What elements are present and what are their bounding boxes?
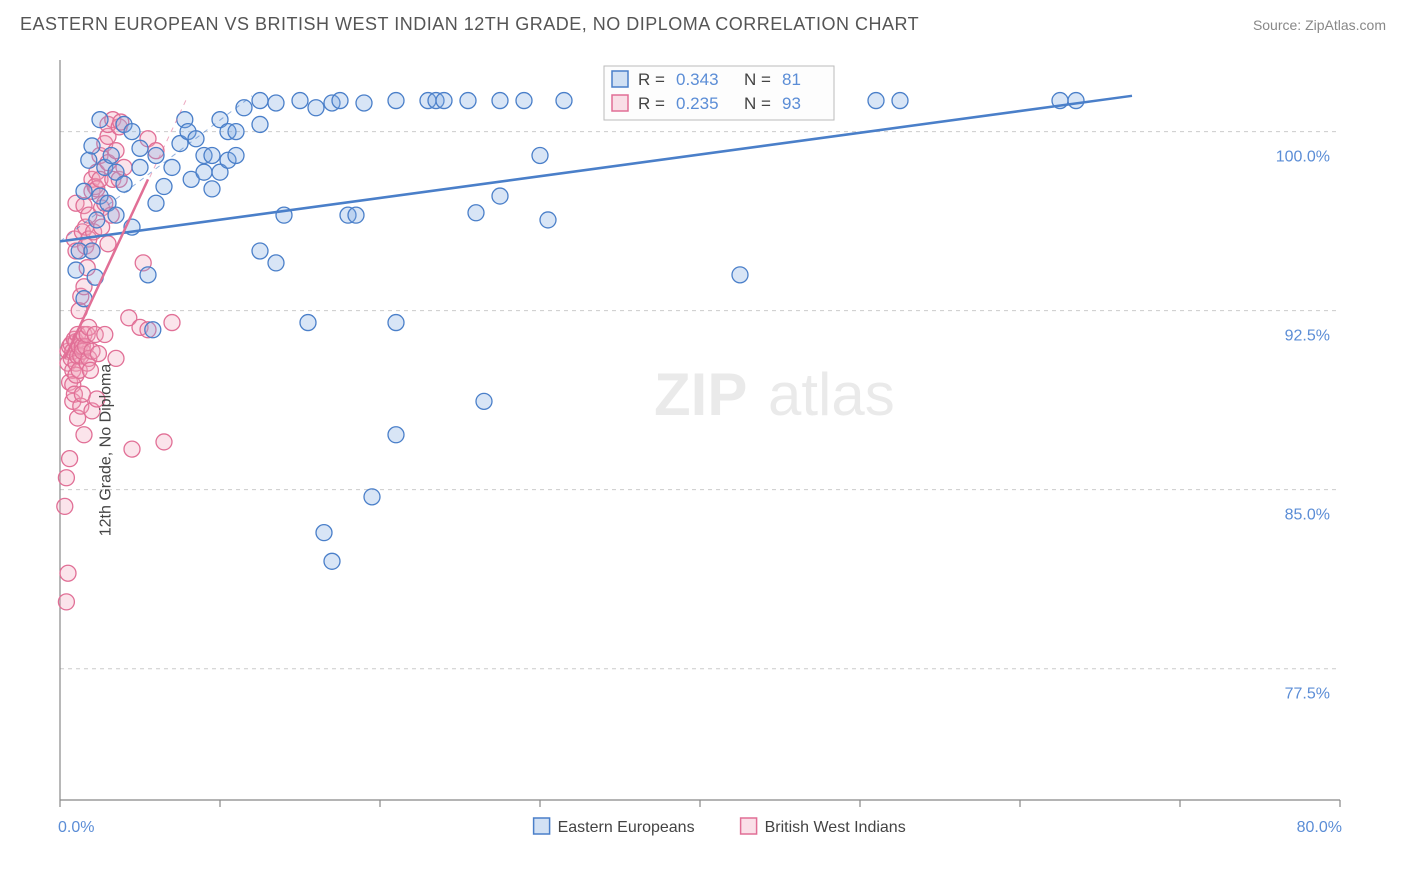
data-point <box>124 441 140 457</box>
data-point <box>460 93 476 109</box>
data-point <box>74 386 90 402</box>
stats-text: R = <box>638 94 665 113</box>
data-point <box>356 95 372 111</box>
data-point <box>268 95 284 111</box>
data-point <box>76 183 92 199</box>
data-point <box>90 346 106 362</box>
y-tick-label: 85.0% <box>1285 507 1330 524</box>
data-point <box>476 393 492 409</box>
stats-swatch <box>612 95 628 111</box>
y-tick-label: 77.5% <box>1285 686 1330 703</box>
data-point <box>388 93 404 109</box>
data-point <box>100 236 116 252</box>
svg-text:ZIP: ZIP <box>654 361 747 428</box>
data-point <box>228 147 244 163</box>
legend-label: Eastern Europeans <box>558 819 695 836</box>
data-point <box>388 315 404 331</box>
watermark: ZIP atlas <box>654 361 895 428</box>
data-point <box>164 315 180 331</box>
chart-title: EASTERN EUROPEAN VS BRITISH WEST INDIAN … <box>20 14 919 35</box>
stats-text: N = <box>744 94 771 113</box>
data-point <box>252 116 268 132</box>
data-point <box>364 489 380 505</box>
data-point <box>108 207 124 223</box>
stats-swatch <box>612 71 628 87</box>
data-point <box>204 147 220 163</box>
data-point <box>204 181 220 197</box>
data-point <box>300 315 316 331</box>
data-point <box>148 147 164 163</box>
stats-text: 93 <box>782 94 801 113</box>
data-point <box>145 322 161 338</box>
chart-container: 12th Grade, No Diploma 100.0% 92.5% 85.0% 7… <box>30 50 1390 850</box>
data-point <box>228 124 244 140</box>
data-point <box>58 594 74 610</box>
data-point <box>436 93 452 109</box>
data-point <box>732 267 748 283</box>
data-point <box>82 362 98 378</box>
data-point <box>252 93 268 109</box>
data-point <box>156 179 172 195</box>
data-point <box>532 147 548 163</box>
data-point <box>556 93 572 109</box>
data-point <box>324 553 340 569</box>
data-point <box>868 93 884 109</box>
stats-text: 0.343 <box>676 70 719 89</box>
source-label: Source: ZipAtlas.com <box>1253 17 1386 33</box>
data-point <box>468 205 484 221</box>
data-point <box>292 93 308 109</box>
x-tick-label-left: 0.0% <box>58 819 94 836</box>
y-tick-label: 100.0% <box>1276 149 1330 166</box>
data-point <box>68 262 84 278</box>
data-point <box>148 195 164 211</box>
data-point <box>516 93 532 109</box>
data-point <box>316 525 332 541</box>
stats-text: 81 <box>782 70 801 89</box>
data-point <box>58 470 74 486</box>
data-point <box>268 255 284 271</box>
data-point <box>89 212 105 228</box>
data-point <box>156 434 172 450</box>
data-point <box>132 159 148 175</box>
data-point <box>92 112 108 128</box>
data-point <box>308 100 324 116</box>
data-point <box>196 164 212 180</box>
data-point <box>388 427 404 443</box>
data-point <box>57 498 73 514</box>
data-point <box>140 267 156 283</box>
scatter-chart: 100.0% 92.5% 85.0% 77.5% 0.0% 80.0% ZIP atlas R … <box>30 50 1390 850</box>
data-point <box>116 176 132 192</box>
svg-text:atlas: atlas <box>768 361 895 428</box>
data-point <box>540 212 556 228</box>
data-point <box>492 188 508 204</box>
stats-text: N = <box>744 70 771 89</box>
data-point <box>124 124 140 140</box>
data-point <box>132 140 148 156</box>
data-point <box>97 327 113 343</box>
stats-text: R = <box>638 70 665 89</box>
data-point <box>892 93 908 109</box>
data-point <box>164 159 180 175</box>
data-point <box>348 207 364 223</box>
data-point <box>492 93 508 109</box>
data-point <box>84 138 100 154</box>
data-point <box>252 243 268 259</box>
legend-swatch <box>741 818 757 834</box>
data-point <box>81 152 97 168</box>
data-point <box>62 451 78 467</box>
legend-swatch <box>534 818 550 834</box>
legend-label: British West Indians <box>765 819 906 836</box>
data-point <box>332 93 348 109</box>
y-axis-label: 12th Grade, No Diploma <box>97 364 115 537</box>
stats-text: 0.235 <box>676 94 719 113</box>
y-tick-label: 92.5% <box>1285 328 1330 345</box>
data-point <box>84 243 100 259</box>
data-point <box>76 427 92 443</box>
x-tick-label-right: 80.0% <box>1297 819 1342 836</box>
data-point <box>1068 93 1084 109</box>
data-point <box>60 565 76 581</box>
data-point <box>103 147 119 163</box>
